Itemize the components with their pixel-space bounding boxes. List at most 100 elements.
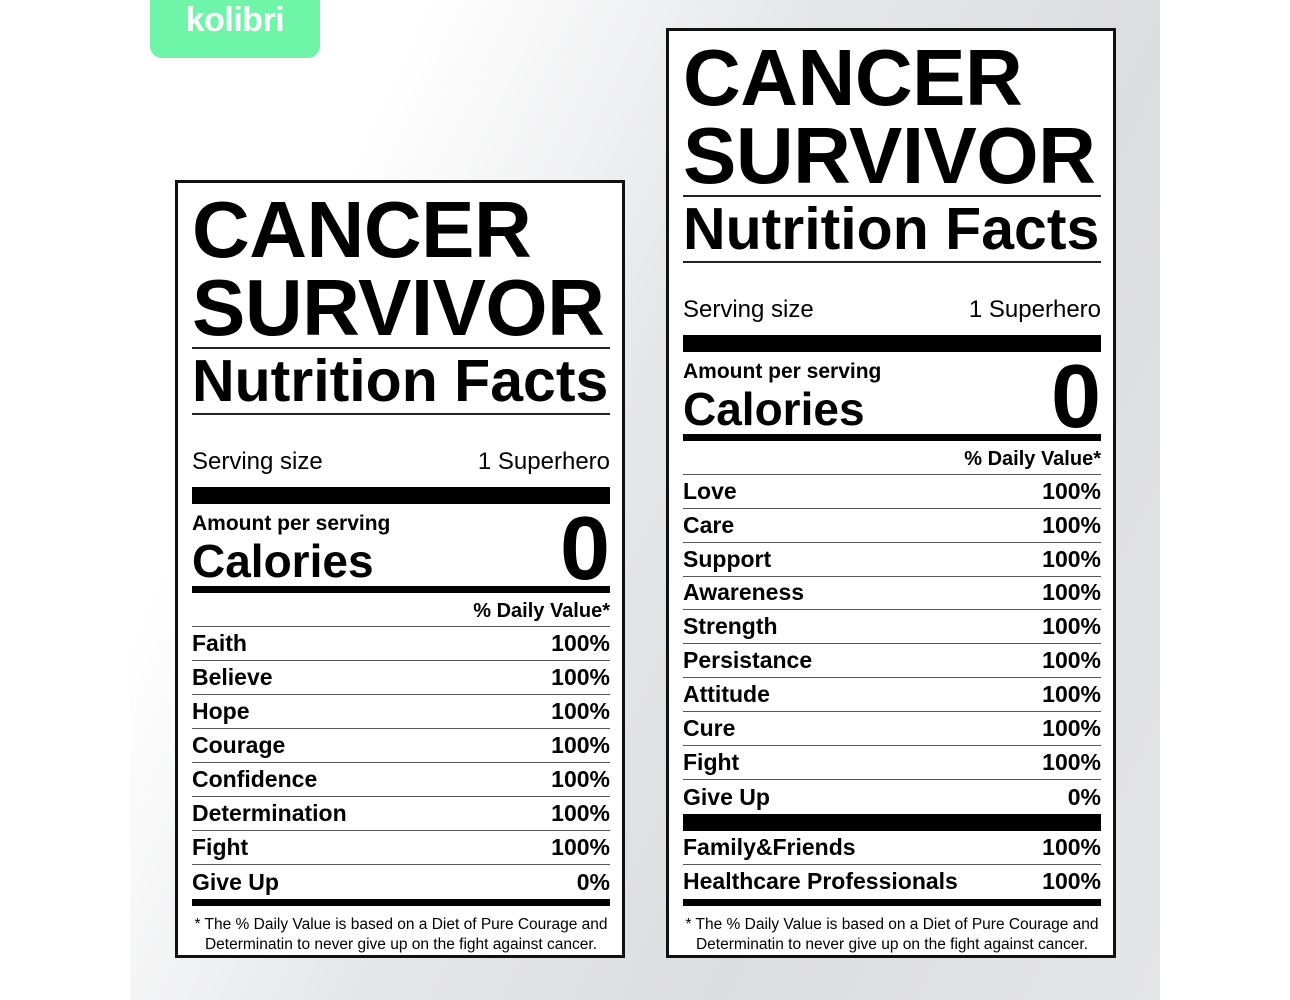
nutrient-row: Cure 100% (683, 712, 1101, 747)
nutrition-facts-heading: Nutrition Facts (683, 196, 1100, 262)
nutrient-row: Determination 100% (192, 797, 610, 831)
nutrient-row: Fight 100% (683, 746, 1101, 781)
nutrient-value: 100% (1042, 868, 1101, 895)
nutrient-name: Care (683, 511, 735, 538)
nutrient-value: 100% (551, 698, 610, 724)
calories-value: 0 (1050, 346, 1101, 447)
divider (192, 347, 610, 349)
nutrient-row: Faith 100% (192, 627, 610, 661)
nutrient-row: Family&Friends 100% (683, 831, 1101, 865)
serving-size-value: 1 Superhero (968, 295, 1101, 323)
divider (683, 195, 1101, 197)
serving-size-row: Serving size 1 Superhero (683, 263, 1101, 335)
nutrient-value: 100% (551, 630, 610, 656)
footnote-line-1: * The % Daily Value is based on a Diet o… (194, 916, 608, 933)
bottom-bar (683, 898, 1101, 906)
nutrient-row: Hope 100% (192, 695, 610, 729)
nutrient-row: Love 100% (683, 475, 1101, 509)
title-line-1: CANCER (683, 33, 1023, 122)
nutrient-row: Give Up 0% (192, 865, 610, 899)
nutrient-row: Support 100% (683, 543, 1101, 577)
nutrient-name: Faith (192, 630, 247, 656)
nutrient-row: Healthcare Professionals 100% (683, 865, 1101, 899)
amount-per-serving-label: Amount per serving (683, 359, 882, 383)
nutrient-name: Fight (683, 749, 740, 776)
nutrient-name: Fight (192, 834, 249, 860)
daily-value-header: % Daily Value* (192, 593, 610, 627)
nutrient-value: 100% (1042, 681, 1101, 708)
nutrient-row: Confidence 100% (192, 763, 610, 797)
nutrient-name: Confidence (192, 766, 318, 792)
calories-block: Amount per serving Calories 0 (192, 499, 610, 599)
nutrient-name: Persistance (683, 647, 813, 674)
medium-bar (683, 433, 1101, 441)
footnote-line-1: * The % Daily Value is based on a Diet o… (685, 915, 1099, 933)
calories-label: Calories (192, 535, 374, 587)
nutrient-name: Healthcare Professionals (683, 868, 958, 895)
nutrient-name: Believe (192, 664, 273, 690)
nutrient-name: Love (683, 477, 737, 504)
nutrient-row: Courage 100% (192, 729, 610, 763)
nutrient-value: 100% (1042, 613, 1101, 640)
bottom-bar (192, 899, 610, 906)
nutrient-value: 0% (576, 868, 610, 895)
calories-label: Calories (683, 382, 865, 435)
nutrition-label-right: CANCER SURVIVOR Nutrition Facts Serving siz… (666, 28, 1116, 958)
nutrient-name: Strength (683, 613, 778, 640)
title-line-2: SURVIVOR (683, 111, 1096, 200)
nutrient-name: Courage (192, 732, 286, 758)
nutrient-value: 100% (1042, 749, 1101, 776)
footnote-line-2: Determinatin to never give up on the fig… (204, 936, 598, 953)
nutrient-value: 0% (1067, 783, 1101, 810)
kolibri-logo: kolibri (150, 0, 320, 58)
divider (192, 413, 610, 415)
nutrient-value: 100% (1042, 715, 1101, 742)
nutrient-name: Attitude (683, 681, 770, 708)
footnote-line-2: Determinatin to never give up on the fig… (695, 935, 1089, 953)
nutrient-row: Fight 100% (192, 831, 610, 865)
nutrient-name: Give Up (192, 868, 279, 895)
serving-size-label: Serving size (683, 295, 814, 323)
nutrient-name: Support (683, 545, 772, 572)
serving-size-value: 1 Superhero (477, 448, 610, 475)
nutrient-name: Cure (683, 715, 736, 742)
thick-bar (192, 487, 610, 504)
thick-bar (683, 334, 1101, 352)
nutrient-name: Determination (192, 800, 347, 826)
amount-per-serving-label: Amount per serving (192, 512, 391, 535)
calories-value: 0 (559, 499, 610, 599)
nutrient-value: 100% (1042, 545, 1101, 572)
nutrient-row: Give Up 0% (683, 780, 1101, 814)
nutrient-value: 100% (1042, 647, 1101, 674)
daily-value-header: % Daily Value* (683, 441, 1101, 475)
nutrient-value: 100% (551, 766, 610, 792)
serving-size-label: Serving size (192, 448, 323, 475)
nutrient-value: 100% (551, 732, 610, 758)
footnote: * The % Daily Value is based on a Diet o… (192, 906, 610, 955)
calories-block: Amount per serving Calories 0 (683, 347, 1101, 447)
title-line-1: CANCER (192, 185, 532, 274)
medium-bar (192, 586, 610, 593)
nutrient-row: Persistance 100% (683, 644, 1101, 679)
nutrient-name: Awareness (683, 579, 805, 606)
nutrient-value: 100% (1042, 511, 1101, 538)
nutrient-value: 100% (1042, 834, 1101, 861)
nutrient-row: Awareness 100% (683, 577, 1101, 611)
group-separator-bar (683, 814, 1101, 832)
nutrient-row: Attitude 100% (683, 678, 1101, 713)
nutrient-row: Believe 100% (192, 661, 610, 695)
nutrient-name: Give Up (683, 783, 770, 810)
nutrient-row: Care 100% (683, 509, 1101, 543)
nutrient-value: 100% (551, 800, 610, 826)
nutrient-name: Family&Friends (683, 834, 856, 861)
nutrient-value: 100% (551, 834, 610, 860)
footnote: * The % Daily Value is based on a Diet o… (683, 906, 1101, 955)
title-line-2: SURVIVOR (192, 263, 605, 352)
nutrition-facts-heading: Nutrition Facts (192, 348, 609, 414)
nutrient-value: 100% (1042, 477, 1101, 504)
serving-size-row: Serving size 1 Superhero (192, 415, 610, 487)
nutrient-value: 100% (1042, 579, 1101, 606)
nutrient-name: Hope (192, 698, 250, 724)
nutrient-value: 100% (551, 664, 610, 690)
divider (683, 261, 1101, 263)
